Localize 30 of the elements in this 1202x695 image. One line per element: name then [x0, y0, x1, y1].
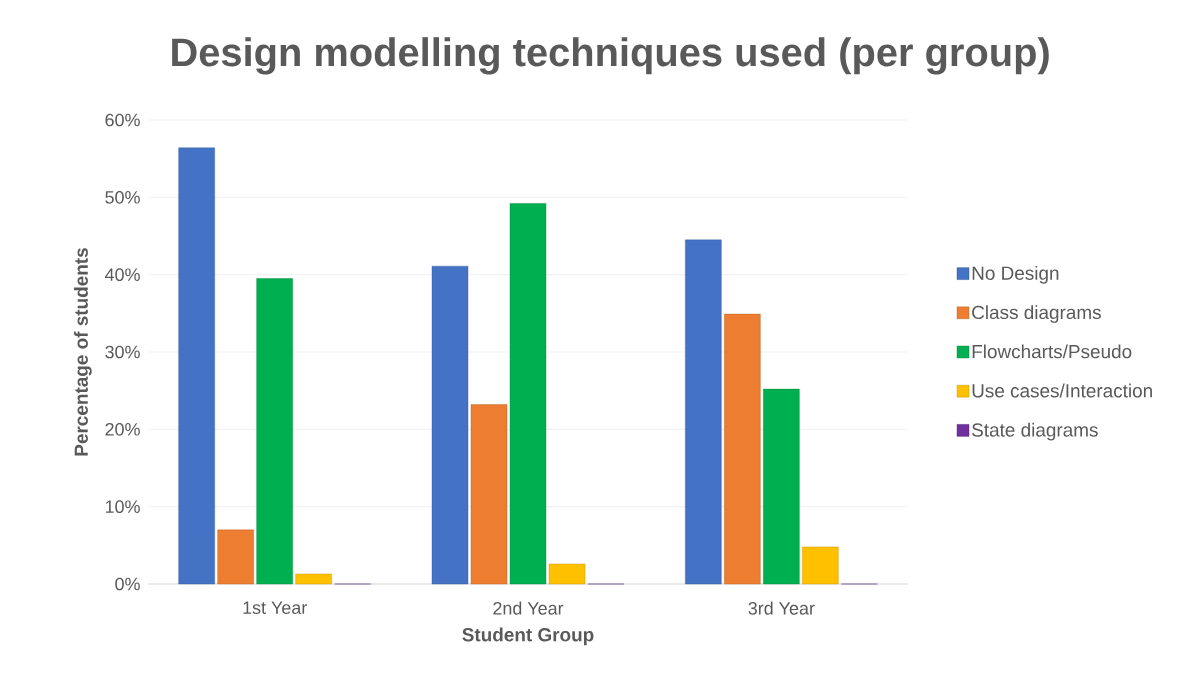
y-tick-label: 60%: [105, 113, 140, 127]
bar: [509, 203, 547, 585]
y-tick-label: 10%: [105, 500, 140, 514]
bar: [548, 563, 586, 585]
legend-label: Flowcharts/Pseudo: [972, 344, 1132, 359]
y-axis-title: Percentage of students: [74, 248, 92, 456]
bar: [802, 546, 839, 585]
legend-label: Class diagrams: [972, 305, 1101, 323]
legend-label: Use cases/Interaction: [972, 383, 1152, 398]
bar: [431, 265, 469, 585]
bar: [685, 239, 722, 585]
bar: [178, 147, 215, 585]
y-tick-label: 20%: [105, 422, 140, 436]
bar: [295, 573, 332, 585]
y-tick-label: 30%: [105, 345, 140, 359]
y-tick-label: 0%: [115, 577, 140, 591]
x-axis-title: Student Group: [462, 627, 594, 646]
bar: [217, 529, 254, 585]
y-tick-label: 40%: [105, 268, 140, 282]
bar: [724, 313, 761, 585]
bar: [256, 278, 293, 585]
legend-label: No Design: [972, 266, 1059, 284]
bar: [763, 388, 800, 585]
x-tick-label: 1st Year: [243, 601, 307, 615]
chart-title: Design modelling techniques used (per group): [172, 37, 1049, 75]
x-tick-label: 2nd Year: [493, 601, 564, 615]
y-tick-label: 50%: [105, 190, 140, 204]
legend-label: State diagrams: [972, 422, 1098, 441]
bar: [470, 404, 508, 585]
x-tick-label: 3rd Year: [748, 601, 815, 615]
